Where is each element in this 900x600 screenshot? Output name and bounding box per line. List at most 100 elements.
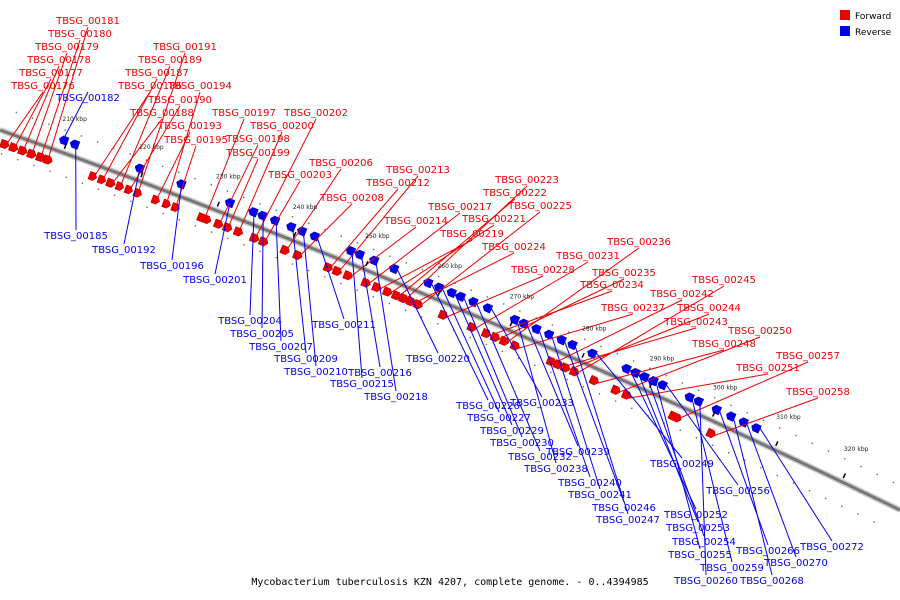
gene-label-tbsg_00199[interactable]: TBSG_00199: [225, 148, 290, 159]
gene-label-tbsg_00238[interactable]: TBSG_00238: [523, 464, 588, 475]
gene-label-tbsg_00192[interactable]: TBSG_00192: [91, 245, 156, 256]
gene-label-tbsg_00247[interactable]: TBSG_00247: [595, 515, 660, 526]
gene-label-tbsg_00193[interactable]: TBSG_00193: [157, 121, 222, 132]
gene-label-tbsg_00237[interactable]: TBSG_00237: [600, 303, 665, 314]
gene-block-tbsg_00197[interactable]: [196, 212, 212, 225]
gene-label-tbsg_00214[interactable]: TBSG_00214: [383, 216, 448, 227]
gene-label-tbsg_00229[interactable]: TBSG_00229: [479, 426, 544, 437]
gene-label-tbsg_00230[interactable]: TBSG_00230: [489, 438, 554, 449]
gene-label-tbsg_00228[interactable]: TBSG_00228: [510, 265, 575, 276]
gene-block-tbsg_00239[interactable]: [518, 318, 530, 330]
gene-label-tbsg_00224[interactable]: TBSG_00224: [481, 242, 546, 253]
gene-block-tbsg_00229[interactable]: [446, 287, 458, 299]
gene-label-tbsg_00210[interactable]: TBSG_00210: [283, 367, 348, 378]
gene-label-tbsg_00177[interactable]: TBSG_00177: [18, 68, 83, 79]
gene-block-tbsg_00179[interactable]: [25, 148, 37, 159]
gene-block-tbsg_00210[interactable]: [297, 226, 308, 237]
gene-label-tbsg_00218[interactable]: TBSG_00218: [363, 392, 428, 403]
gene-label-tbsg_00211[interactable]: TBSG_00211: [311, 320, 376, 331]
gene-label-tbsg_00240[interactable]: TBSG_00240: [557, 478, 622, 489]
gene-label-tbsg_00204[interactable]: TBSG_00204: [217, 316, 282, 327]
gene-block-tbsg_00185[interactable]: [69, 139, 81, 150]
gene-label-tbsg_00187[interactable]: TBSG_00187: [124, 68, 189, 79]
gene-label-tbsg_00212[interactable]: TBSG_00212: [365, 178, 430, 189]
gene-label-tbsg_00178[interactable]: TBSG_00178: [26, 55, 91, 66]
gene-block-tbsg_00220[interactable]: [388, 263, 400, 275]
gene-label-tbsg_00213[interactable]: TBSG_00213: [385, 165, 450, 176]
gene-label-tbsg_00244[interactable]: TBSG_00244: [676, 303, 741, 314]
gene-label-tbsg_00270[interactable]: TBSG_00270: [763, 558, 828, 569]
gene-block-tbsg_00206[interactable]: [279, 244, 290, 255]
gene-label-tbsg_00236[interactable]: TBSG_00236: [606, 237, 671, 248]
gene-block-tbsg_00233[interactable]: [482, 303, 494, 314]
gene-label-tbsg_00232[interactable]: TBSG_00232: [507, 452, 572, 463]
gene-label-tbsg_00189[interactable]: TBSG_00189: [137, 55, 202, 66]
gene-label-tbsg_00245[interactable]: TBSG_00245: [691, 275, 756, 286]
gene-block-tbsg_00252[interactable]: [621, 363, 632, 375]
gene-label-tbsg_00216[interactable]: TBSG_00216: [347, 368, 412, 379]
gene-label-tbsg_00227[interactable]: TBSG_00227: [466, 413, 531, 424]
gene-label-tbsg_00241[interactable]: TBSG_00241: [567, 490, 632, 501]
gene-block-tbsg_00205[interactable]: [257, 210, 268, 221]
gene-block-tbsg_00209[interactable]: [286, 222, 297, 233]
gene-block-tbsg_00268[interactable]: [726, 411, 737, 422]
gene-block-tbsg_00204[interactable]: [248, 207, 259, 218]
gene-label-tbsg_00233[interactable]: TBSG_00233: [509, 398, 574, 409]
gene-label-tbsg_00191[interactable]: TBSG_00191: [152, 42, 217, 53]
gene-block-tbsg_00230[interactable]: [455, 291, 467, 303]
gene-label-tbsg_00254[interactable]: TBSG_00254: [671, 537, 736, 548]
gene-label-tbsg_00186[interactable]: TBSG_00186: [117, 81, 182, 92]
gene-label-tbsg_00176[interactable]: TBSG_00176: [10, 81, 75, 92]
gene-label-tbsg_00190[interactable]: TBSG_00190: [147, 95, 212, 106]
gene-label-tbsg_00268[interactable]: TBSG_00268: [739, 576, 804, 587]
gene-label-tbsg_00249[interactable]: TBSG_00249: [649, 459, 714, 470]
gene-label-tbsg_00198[interactable]: TBSG_00198: [225, 134, 290, 145]
gene-label-tbsg_00258[interactable]: TBSG_00258: [785, 387, 850, 398]
gene-label-tbsg_00197[interactable]: TBSG_00197: [211, 108, 276, 119]
gene-block-tbsg_00218[interactable]: [369, 255, 380, 266]
gene-label-tbsg_00217[interactable]: TBSG_00217: [427, 202, 492, 213]
gene-label-tbsg_00215[interactable]: TBSG_00215: [329, 379, 394, 390]
gene-label-tbsg_00205[interactable]: TBSG_00205: [229, 329, 294, 340]
gene-label-tbsg_00179[interactable]: TBSG_00179: [34, 42, 99, 53]
gene-label-tbsg_00234[interactable]: TBSG_00234: [579, 280, 644, 291]
gene-block-tbsg_00254[interactable]: [639, 371, 651, 383]
gene-label-tbsg_00252[interactable]: TBSG_00252: [663, 510, 728, 521]
gene-block-tbsg_00226[interactable]: [423, 278, 434, 289]
gene-block-tbsg_00270[interactable]: [738, 417, 750, 428]
gene-label-tbsg_00195[interactable]: TBSG_00195: [163, 135, 228, 146]
gene-label-tbsg_00260[interactable]: TBSG_00260: [673, 576, 738, 587]
gene-label-tbsg_00251[interactable]: TBSG_00251: [735, 363, 800, 374]
gene-block-tbsg_00216[interactable]: [354, 249, 366, 261]
gene-label-tbsg_00250[interactable]: TBSG_00250: [727, 326, 792, 337]
gene-label-tbsg_00239[interactable]: TBSG_00239: [545, 447, 610, 458]
gene-block-tbsg_00182[interactable]: [59, 135, 70, 146]
gene-label-tbsg_00201[interactable]: TBSG_00201: [182, 275, 247, 286]
gene-block-tbsg_00181[interactable]: [42, 154, 53, 165]
gene-block-tbsg_00240[interactable]: [531, 324, 542, 335]
gene-label-tbsg_00222[interactable]: TBSG_00222: [482, 188, 547, 199]
gene-label-tbsg_00180[interactable]: TBSG_00180: [47, 29, 112, 40]
gene-label-tbsg_00206[interactable]: TBSG_00206: [308, 158, 373, 169]
gene-label-tbsg_00185[interactable]: TBSG_00185: [43, 231, 108, 242]
gene-label-tbsg_00256[interactable]: TBSG_00256: [705, 486, 770, 497]
gene-label-tbsg_00257[interactable]: TBSG_00257: [775, 351, 840, 362]
gene-label-tbsg_00220[interactable]: TBSG_00220: [405, 354, 470, 365]
gene-label-tbsg_00225[interactable]: TBSG_00225: [507, 201, 572, 212]
gene-label-tbsg_00219[interactable]: TBSG_00219: [439, 229, 504, 240]
gene-label-tbsg_00208[interactable]: TBSG_00208: [319, 193, 384, 204]
gene-label-tbsg_00253[interactable]: TBSG_00253: [665, 523, 730, 534]
gene-block-tbsg_00260[interactable]: [693, 396, 705, 407]
gene-label-tbsg_00223[interactable]: TBSG_00223: [494, 175, 559, 186]
gene-label-tbsg_00181[interactable]: TBSG_00181: [55, 16, 120, 27]
gene-label-tbsg_00182[interactable]: TBSG_00182: [55, 93, 120, 104]
gene-label-tbsg_00202[interactable]: TBSG_00202: [283, 108, 348, 119]
gene-label-tbsg_00209[interactable]: TBSG_00209: [273, 354, 338, 365]
gene-label-tbsg_00266[interactable]: TBSG_00266: [735, 546, 800, 557]
gene-label-tbsg_00248[interactable]: TBSG_00248: [691, 339, 756, 350]
gene-label-tbsg_00243[interactable]: TBSG_00243: [663, 317, 728, 328]
gene-label-tbsg_00246[interactable]: TBSG_00246: [591, 503, 656, 514]
gene-label-tbsg_00235[interactable]: TBSG_00235: [591, 268, 656, 279]
gene-label-tbsg_00194[interactable]: TBSG_00194: [167, 81, 232, 92]
gene-label-tbsg_00188[interactable]: TBSG_00188: [129, 108, 194, 119]
